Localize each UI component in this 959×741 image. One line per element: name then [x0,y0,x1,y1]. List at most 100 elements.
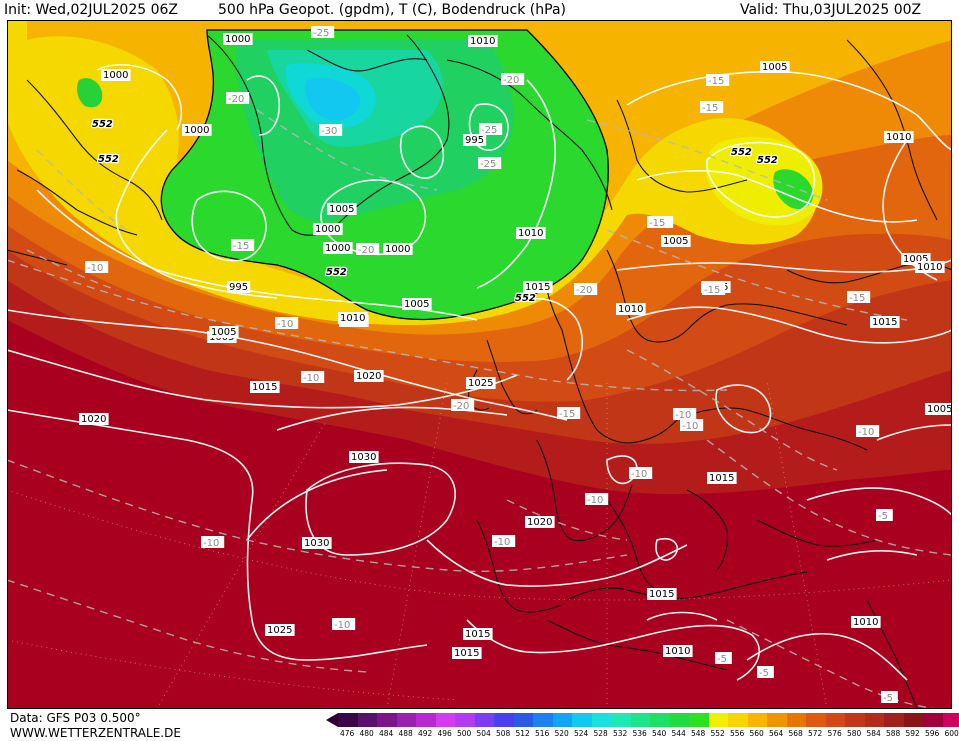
colorbar-tick-label: 576 [827,729,842,738]
temperature-label-bg [629,467,653,479]
geopotential-label: 552 [326,267,347,278]
isobar-label: 1020 [356,371,381,382]
colorbar-tick-label: 500 [457,729,472,738]
isobar-label-bg [466,377,496,389]
isobar-label-bg [525,516,555,528]
isobar-label: 1020 [81,414,106,425]
temperature-label-bg [757,666,774,678]
temperature-label-bg [85,261,109,273]
colorbar-tick-label: 580 [847,729,862,738]
isobar-label-bg [101,69,131,81]
colorbar-tick-label: 520 [554,729,569,738]
weather-map: 1000 1000 1010 1000 1005 1000 1000 995 1005 1010 1… [7,20,952,709]
colorbar-tick-label: 556 [730,729,745,738]
fill-548-labrador [77,78,103,108]
colorbar-cell [650,713,670,727]
isobar-label-bg [707,472,737,484]
temperature-label-bg [702,283,726,295]
isobar-label: 1005 [762,62,787,73]
temperature-label: -20 [453,401,469,412]
isobar-label-bg [516,227,546,239]
temperature-label: -15 [708,76,724,87]
isobar-label: 1015 [465,629,490,640]
colorbar-tick-label: 488 [398,729,413,738]
temperature-label: -15 [704,285,720,296]
isobar-label: 1015 [525,282,550,293]
colorbar-cells [338,713,959,727]
temperature-label: -15 [849,293,865,304]
isobar-label-bg [327,203,357,215]
temperature-label-bg [847,291,871,303]
isobar-label-bg [523,281,553,293]
colorbar-cell [747,713,767,727]
isobar-label: 1010 [618,304,643,315]
colorbar-cell [435,713,455,727]
colorbar-tick-label: 552 [710,729,725,738]
chart-title: 500 hPa Geopot. (gpdm), T (C), Bodendruc… [218,2,566,18]
isobar-label: 1030 [351,452,376,463]
isobar-label-bg [354,370,384,382]
valid-time: Valid: Thu,03JUL2025 00Z [740,2,922,18]
isobar-label: 1000 [184,125,209,136]
colorbar-cell [396,713,416,727]
temperature-label: -15 [649,218,665,229]
isobar-label: 1015 [454,648,479,659]
temperature-labels: -25-20-20-30-25-25-15-15-20-15-10-20-10-… [85,26,898,704]
colorbar-cell [825,713,845,727]
isobar-label: 1000 [103,70,128,81]
colorbar-tick-label: 600 [944,729,959,738]
temperature-label: -10 [303,373,319,384]
isobar-label-bg [383,243,413,255]
temperature-label: -20 [576,285,592,296]
isobar-label: 1015 [872,317,897,328]
isobar-label-bg [468,35,498,47]
isotherms [7,109,952,709]
isobar-label-bg [349,451,379,463]
geopotential-label: 552 [731,147,752,158]
colorbar-cell [377,713,397,727]
colorbar-cell [474,713,494,727]
isobar-label-bg [463,134,487,146]
temperature-label-bg [478,157,502,169]
geopotential-labels: 552 552 552 552 552 552 [91,118,779,306]
isobar-label: 1015 [649,589,674,600]
colorbar-tick-label: 496 [437,729,452,738]
temperature-label: -10 [682,421,698,432]
colorbar-tick-label: 564 [769,729,784,738]
graticule [7,379,952,709]
temperature-label-bg [275,317,299,329]
colorbar-tick-label: 532 [613,729,628,738]
colorbar-cell [572,713,592,727]
isobar-label: 1030 [304,538,329,549]
isobar-label-bg [227,281,251,293]
temperature-label-bg [231,239,255,251]
colorbar-tick-label: 584 [866,729,881,738]
colorbar-cell [845,713,865,727]
isobar-label: 1000 [225,34,250,45]
temperature-label: -5 [878,511,888,522]
colorbar: 476 480 484 488 492 496 500 504 508 512 516 520 524 5… [326,713,959,738]
isobar-label: 1000 [315,224,340,235]
temperature-label-bg [856,425,880,437]
isobar-label-bg [313,223,343,235]
temperature-label-bg [574,283,598,295]
isobar-label-bg [915,261,945,273]
colorbar-tick-label: 504 [476,729,491,738]
colorbar-tick-label: 596 [925,729,940,738]
map-border [7,20,952,709]
isobar-label-bg [870,316,900,328]
temperature-label: -15 [702,103,718,114]
colorbar-tick-label: 476 [340,729,355,738]
colorbar-tick-label: 512 [515,729,530,738]
isobar-labels: 1000100010101000100510001000995100510101… [79,33,952,659]
colorbar-cell [923,713,943,727]
temperature-label: -25 [480,159,496,170]
isobar-label-bg [302,537,332,549]
colorbar-cell [903,713,923,727]
isobar-label-bg [647,588,677,600]
isobar-label: 1010 [917,262,942,273]
colorbar-ticks: 476 480 484 488 492 496 500 504 508 512 516 520 524 5… [340,729,959,738]
isobar-label-bg [265,624,295,636]
colorbar-tick-label: 568 [788,729,803,738]
isobar-label-bg [661,235,691,247]
